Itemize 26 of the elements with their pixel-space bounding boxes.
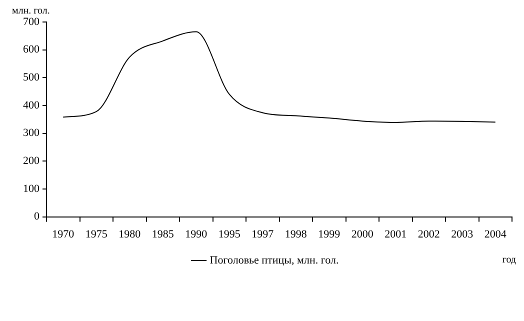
y-tick-label: 400 bbox=[23, 99, 40, 112]
y-tick-label: 700 bbox=[23, 16, 40, 28]
x-tick-label: 1990 bbox=[185, 228, 208, 240]
x-tick-label: 1985 bbox=[152, 228, 174, 240]
x-tick-label: 1975 bbox=[85, 228, 108, 240]
line-series bbox=[62, 31, 496, 123]
y-tick-label: 300 bbox=[23, 127, 40, 140]
x-tick-label: 1970 bbox=[52, 228, 75, 240]
x-tick-label: 2004 bbox=[484, 228, 507, 240]
y-axis-title: млн. гол. bbox=[12, 6, 50, 17]
x-tick-label: 2000 bbox=[351, 228, 374, 240]
y-tick-label: 200 bbox=[23, 155, 40, 168]
x-tick-label: 2002 bbox=[418, 228, 440, 240]
legend-label: Поголовье птицы, млн. гол. bbox=[210, 254, 339, 266]
y-tick-label: 0 bbox=[34, 210, 40, 223]
x-tick-label: 1999 bbox=[318, 228, 341, 240]
x-tick-label: 1997 bbox=[252, 228, 274, 240]
y-tick-label: 100 bbox=[23, 182, 40, 195]
y-tick-label: 600 bbox=[23, 44, 40, 56]
x-axis-title: год bbox=[502, 254, 516, 266]
x-tick-label: 2001 bbox=[384, 228, 407, 240]
x-tick-label: 1998 bbox=[284, 228, 308, 240]
x-tick-label: 1995 bbox=[218, 228, 241, 240]
y-tick-label: 500 bbox=[23, 72, 40, 84]
x-tick-label: 1980 bbox=[118, 228, 142, 240]
x-tick-label: 2003 bbox=[451, 228, 474, 240]
